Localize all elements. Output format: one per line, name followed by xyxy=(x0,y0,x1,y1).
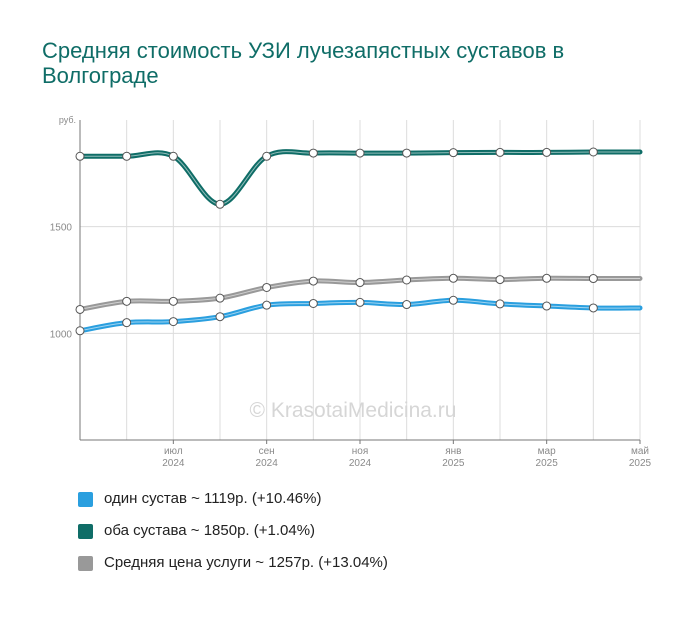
data-point[interactable] xyxy=(542,147,552,157)
x-tick-label-year: 2024 xyxy=(349,458,372,469)
data-point[interactable] xyxy=(542,301,552,311)
chart-title: Средняя стоимость УЗИ лучезапястных суст… xyxy=(42,38,565,88)
data-point[interactable] xyxy=(355,278,365,288)
data-point[interactable] xyxy=(122,318,132,328)
legend-item[interactable]: один сустав ~ 1119р. (+10.46%) xyxy=(78,482,388,514)
data-point[interactable] xyxy=(262,282,272,292)
legend-label: один сустав ~ 1119р. (+10.46%) xyxy=(104,490,322,507)
data-point[interactable] xyxy=(588,303,598,313)
y-axis-unit-label: руб. xyxy=(59,115,76,125)
data-point[interactable] xyxy=(355,297,365,307)
legend-label: Средняя цена услуги ~ 1257р. (+13.04%) xyxy=(104,554,388,571)
data-point[interactable] xyxy=(588,147,598,157)
data-point[interactable] xyxy=(308,276,318,286)
data-point[interactable] xyxy=(75,326,85,336)
legend-item[interactable]: оба сустава ~ 1850р. (+1.04%) xyxy=(78,514,388,546)
legend: один сустав ~ 1119р. (+10.46%) оба сустав… xyxy=(78,482,388,578)
data-point[interactable] xyxy=(495,275,505,285)
x-tick-label-month: июл xyxy=(164,446,183,457)
x-tick-label-month: мар xyxy=(538,446,556,457)
data-point[interactable] xyxy=(122,296,132,306)
x-tick-label-year: 2024 xyxy=(162,458,185,469)
legend-item[interactable]: Средняя цена услуги ~ 1257р. (+13.04%) xyxy=(78,546,388,578)
data-point[interactable] xyxy=(402,148,412,158)
legend-swatch xyxy=(78,556,93,571)
x-tick-label-year: 2025 xyxy=(629,458,652,469)
data-point[interactable] xyxy=(75,304,85,314)
data-point[interactable] xyxy=(495,299,505,309)
x-tick-label-month: ноя xyxy=(352,446,369,457)
watermark: © KrasotaiMedicina.ru xyxy=(250,399,457,422)
data-point[interactable] xyxy=(215,293,225,303)
data-point[interactable] xyxy=(75,151,85,161)
data-point[interactable] xyxy=(168,317,178,327)
data-points xyxy=(75,147,598,336)
data-point[interactable] xyxy=(402,300,412,310)
x-tick-label-year: 2025 xyxy=(442,458,465,469)
line-chart: руб.10001500июл2024сен2024ноя2024янв2025… xyxy=(50,115,652,469)
x-tick-label-month: янв xyxy=(445,446,461,457)
data-point[interactable] xyxy=(262,151,272,161)
y-tick-label: 1000 xyxy=(50,329,73,340)
data-point[interactable] xyxy=(122,151,132,161)
data-point[interactable] xyxy=(588,274,598,284)
axes: руб.10001500июл2024сен2024ноя2024янв2025… xyxy=(50,115,652,469)
data-point[interactable] xyxy=(355,148,365,158)
data-point[interactable] xyxy=(168,151,178,161)
data-point[interactable] xyxy=(215,199,225,209)
data-point[interactable] xyxy=(448,148,458,158)
x-tick-label-year: 2024 xyxy=(256,458,279,469)
data-point[interactable] xyxy=(448,295,458,305)
data-point[interactable] xyxy=(308,298,318,308)
data-point[interactable] xyxy=(448,273,458,283)
legend-swatch xyxy=(78,524,93,539)
x-tick-label-year: 2025 xyxy=(536,458,559,469)
legend-label: оба сустава ~ 1850р. (+1.04%) xyxy=(104,522,316,539)
data-point[interactable] xyxy=(495,147,505,157)
data-point[interactable] xyxy=(215,312,225,322)
data-point[interactable] xyxy=(402,275,412,285)
y-tick-label: 1500 xyxy=(50,223,73,234)
data-point[interactable] xyxy=(308,148,318,158)
data-point[interactable] xyxy=(542,273,552,283)
x-tick-label-month: май xyxy=(631,446,649,457)
data-point[interactable] xyxy=(262,300,272,310)
x-tick-label-month: сен xyxy=(259,446,275,457)
legend-swatch xyxy=(78,492,93,507)
data-point[interactable] xyxy=(168,296,178,306)
